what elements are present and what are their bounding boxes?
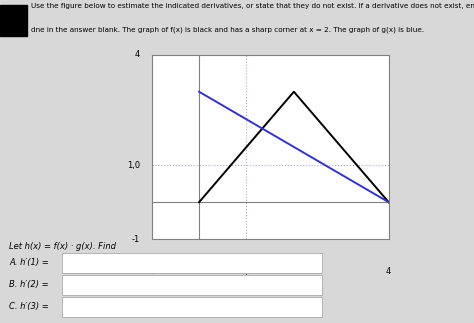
Text: B. h′(2) =: B. h′(2) = (9, 280, 49, 289)
Text: dne in the answer blank. The graph of f(x) is black and has a sharp corner at x : dne in the answer blank. The graph of f(… (31, 27, 424, 33)
Text: Let h(x) = f(x) · g(x). Find: Let h(x) = f(x) · g(x). Find (9, 242, 117, 251)
Text: 1,0: 1,0 (240, 266, 253, 276)
Text: 4: 4 (135, 50, 140, 59)
Text: 4: 4 (386, 266, 392, 276)
Text: Use the figure below to estimate the indicated derivatives, or state that they d: Use the figure below to estimate the ind… (31, 3, 474, 9)
FancyBboxPatch shape (62, 275, 322, 295)
Bar (0, 5, 27, 36)
FancyBboxPatch shape (62, 297, 322, 317)
Text: A. h′(1) =: A. h′(1) = (9, 258, 49, 267)
Text: C. h′(3) =: C. h′(3) = (9, 302, 49, 311)
FancyBboxPatch shape (62, 253, 322, 274)
Text: -1: -1 (147, 266, 156, 276)
Text: 1,0: 1,0 (127, 161, 140, 170)
Text: -1: -1 (132, 234, 140, 244)
